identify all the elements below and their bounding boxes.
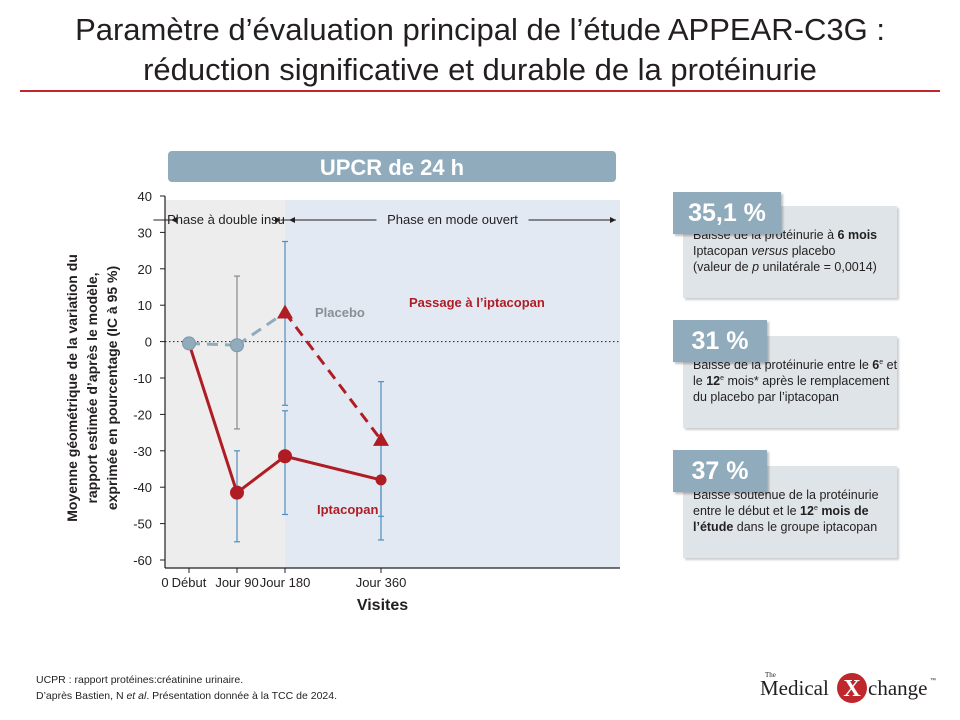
phase-blind-label: Phase à double insu (167, 212, 285, 227)
y-axis-title-line: rapport estimée d’après le modèle, (84, 272, 100, 503)
footnote-2: D’après Bastien, N et al. Présentation d… (36, 690, 338, 702)
logo-medical: Medical (760, 676, 829, 700)
series-line-0 (188, 341, 238, 347)
result-card-2: Baisse de la protéinurie entre le 6e et l… (673, 320, 897, 428)
series-line-2 (283, 311, 383, 441)
result-card-value: 35,1 % (673, 192, 781, 234)
series-point-0 (230, 338, 244, 353)
result-card-body: Baisse soutenue de la protéinurie entre l… (683, 466, 897, 558)
y-tick-label: -20 (133, 407, 152, 422)
result-card-text-line: (valeur de p unilatérale = 0,0014) (693, 260, 877, 274)
series-point-0 (182, 336, 196, 351)
logo-change: change (868, 676, 927, 700)
y-tick-label: 20 (138, 262, 152, 277)
title-divider (20, 90, 940, 92)
page-title: Paramètre d’évaluation principal de l’ét… (0, 10, 960, 90)
phase-open-arrowhead-right (610, 217, 616, 223)
y-tick-label: 0 (145, 335, 152, 350)
x-tick-label: Jour 90 (215, 575, 258, 590)
y-tick-label: -50 (133, 517, 152, 532)
logo-the: The (765, 671, 776, 679)
title-line-1: Paramètre d’évaluation principal de l’ét… (75, 12, 885, 47)
series-label-placebo: Placebo (315, 305, 365, 320)
result-card-text-line: entre le début et le 12e mois de (693, 504, 869, 518)
result-card-text-line: Iptacopan versus placebo (693, 244, 836, 258)
medical-xchange-logo: The Medical X change ™ (760, 671, 936, 703)
phase-blind-arrowhead-right (275, 217, 281, 223)
logo-x-letter: X (843, 676, 861, 702)
result-card-value: 31 % (673, 320, 767, 362)
result-card-text-line: l’étude dans le groupe iptacopan (693, 520, 878, 534)
phase-open-label: Phase en mode ouvert (387, 212, 518, 227)
series-point-2 (277, 304, 293, 319)
result-card-1: Baisse de la protéinurie à 6 mois Iptacop… (673, 192, 897, 298)
phase-blind-bg (165, 200, 285, 568)
y-tick-label: -40 (133, 480, 152, 495)
series-label-iptacopan: Iptacopan (317, 502, 378, 517)
y-tick-label: 40 (138, 189, 152, 204)
x-tick-label: Début (172, 575, 207, 590)
series-point-2 (373, 431, 389, 446)
x-tick-label: Jour 360 (356, 575, 407, 590)
series-point-1 (375, 474, 387, 486)
chart-header-bar (168, 151, 616, 182)
y-tick-label: 30 (138, 225, 152, 240)
y-tick-label: -60 (133, 553, 152, 568)
y-tick-label: 10 (138, 298, 152, 313)
result-card-text-line: le 12e mois* après le remplacement (693, 374, 890, 388)
phase-blind-arrowhead-left (171, 217, 177, 223)
series-line-1 (187, 342, 382, 496)
series-line-0 (236, 311, 286, 347)
phase-open-arrowhead-left (289, 217, 295, 223)
footnote-1: UCPR : rapport protéines:créatinine urin… (36, 674, 244, 686)
y-tick-label: -10 (133, 371, 152, 386)
series-label-switch: Passage à l’iptacopan (409, 295, 545, 310)
y-axis-title-line: Moyenne géométrique de la variation du (64, 254, 80, 522)
series-point-1 (230, 485, 244, 500)
title-line-2: réduction significative et durable de la… (143, 52, 817, 87)
logo-trademark: ™ (930, 677, 936, 684)
result-card-3: Baisse soutenue de la protéinurie entre l… (673, 450, 897, 558)
x-tick-label: Jour 180 (260, 575, 311, 590)
chart-header: UPCR de 24 h (320, 155, 464, 180)
result-card-value: 37 % (673, 450, 767, 492)
result-card-text-line: du placebo par l’iptacopan (693, 390, 839, 404)
y-tick-label: -30 (133, 444, 152, 459)
phase-open-bg (285, 200, 620, 568)
y-axis-title-line: exprimée en pourcentage (IC à 95 %) (104, 266, 120, 510)
series-point-1 (278, 449, 292, 464)
x-axis-title: Visites (357, 597, 408, 614)
logo-x-circle (837, 673, 867, 703)
x-origin-label: 0 (161, 575, 168, 590)
